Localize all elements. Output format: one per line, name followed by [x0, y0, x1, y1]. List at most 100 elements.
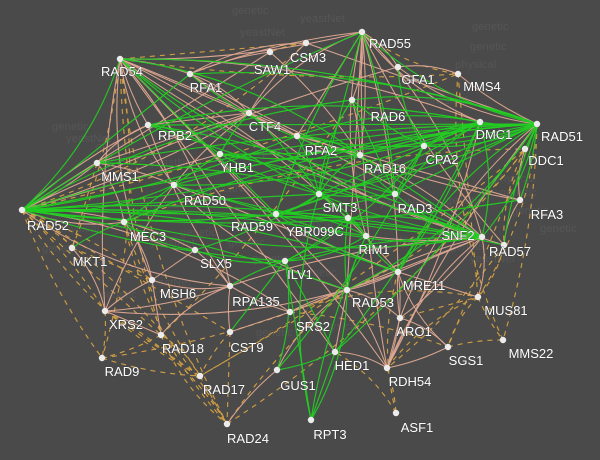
graph-node-aro1[interactable]	[396, 314, 404, 322]
edge-physical	[248, 42, 307, 114]
graph-node-yhb1[interactable]	[216, 150, 224, 158]
graph-node-rpa135[interactable]	[226, 282, 234, 290]
edge-yeastnet	[21, 209, 348, 291]
edge-genetic	[21, 209, 153, 281]
node-label-mre11: MRE11	[403, 278, 445, 293]
graph-node-rpt3[interactable]	[307, 416, 315, 424]
node-label-hed1: HED1	[335, 358, 370, 373]
edge-yeastnet	[394, 121, 481, 195]
graph-node-mec3[interactable]	[120, 218, 128, 226]
graph-node-rim1[interactable]	[362, 232, 370, 240]
edge-yeastnet	[219, 112, 250, 155]
graph-node-gfa1[interactable]	[394, 63, 402, 71]
graph-node-rfa2[interactable]	[293, 132, 301, 140]
edge-yeastnet	[147, 105, 481, 126]
graph-node-gus1[interactable]	[273, 366, 281, 374]
edge-genetic	[199, 148, 526, 377]
graph-node-rad50[interactable]	[170, 181, 178, 189]
graph-node-mms4[interactable]	[454, 70, 462, 78]
edge-physical	[351, 99, 361, 156]
watermark-text: genetic	[180, 227, 217, 239]
node-layer[interactable]	[18, 28, 541, 428]
graph-node-rad16[interactable]	[356, 151, 364, 159]
graph-node-csm3[interactable]	[302, 39, 310, 47]
edge-genetic	[119, 58, 459, 78]
graph-node-ilv1[interactable]	[281, 257, 289, 265]
graph-node-rad54[interactable]	[116, 55, 124, 63]
graph-node-mus81[interactable]	[474, 293, 482, 301]
node-label-xrs2: XRS2	[109, 317, 143, 332]
graph-node-mre11[interactable]	[394, 268, 402, 276]
edge-physical	[399, 123, 538, 319]
graph-node-rad51[interactable]	[533, 120, 541, 128]
graph-node-hed1[interactable]	[331, 348, 339, 356]
node-label-gfa1: GFA1	[401, 72, 434, 87]
graph-node-rad57[interactable]	[500, 241, 508, 249]
graph-node-rad17[interactable]	[196, 372, 204, 380]
graph-node-snf2[interactable]	[478, 233, 486, 241]
graph-node-srs2[interactable]	[286, 308, 294, 316]
graph-node-sgs1[interactable]	[444, 343, 452, 351]
graph-node-ybr099c[interactable]	[344, 214, 352, 222]
edge-genetic	[361, 31, 459, 75]
node-label-rad24: RAD24	[227, 431, 269, 446]
edge-yeastnet	[96, 162, 483, 238]
graph-node-rad6[interactable]	[348, 96, 356, 104]
edge-genetic	[21, 209, 103, 359]
graph-node-rfa1[interactable]	[186, 70, 194, 78]
edge-yeastnet	[229, 260, 286, 287]
graph-node-rad18[interactable]	[157, 331, 165, 339]
graph-node-rdh54[interactable]	[383, 364, 391, 372]
graph-node-rad9[interactable]	[98, 354, 106, 362]
edge-yeastnet	[318, 99, 353, 195]
edge-physical	[96, 112, 250, 164]
graph-node-dmc1[interactable]	[476, 118, 484, 126]
watermark-text: genetic	[470, 41, 507, 53]
graph-node-msh6[interactable]	[148, 276, 156, 284]
edge-yeastnet	[310, 351, 336, 421]
graph-node-rfa3[interactable]	[516, 196, 524, 204]
edge-yeastnet	[21, 154, 361, 211]
node-label-cpa2: CPA2	[426, 152, 459, 167]
graph-node-slx5[interactable]	[191, 246, 199, 254]
watermark-text: genetic	[540, 223, 577, 235]
edge-physical	[289, 236, 483, 313]
graph-node-mms22[interactable]	[499, 336, 507, 344]
graph-node-ctf4[interactable]	[245, 109, 253, 117]
node-label-rad18: RAD18	[162, 341, 204, 356]
node-label-rpt3: RPT3	[313, 427, 346, 442]
edge-physical	[104, 310, 162, 336]
graph-node-rad52[interactable]	[18, 206, 26, 214]
graph-node-rpb2[interactable]	[144, 121, 152, 129]
edge-genetic	[334, 351, 397, 414]
graph-node-rad55[interactable]	[358, 28, 366, 36]
node-label-aro1: ARO1	[396, 324, 431, 339]
edge-physical	[104, 279, 153, 312]
edge-genetic	[289, 290, 479, 313]
edge-genetic	[226, 331, 231, 425]
edge-yeastnet	[284, 235, 367, 262]
graph-node-ddc1[interactable]	[521, 145, 529, 153]
edge-yeastnet	[275, 213, 367, 237]
graph-node-asf1[interactable]	[392, 409, 400, 417]
edge-physical	[101, 58, 121, 312]
graph-node-xrs2[interactable]	[101, 307, 109, 315]
graph-node-mms1[interactable]	[93, 159, 101, 167]
graph-node-rad53[interactable]	[343, 286, 351, 294]
graph-node-cpa2[interactable]	[420, 142, 428, 150]
edge-physical	[289, 289, 348, 313]
graph-node-rad3[interactable]	[391, 190, 399, 198]
graph-node-cst9[interactable]	[226, 328, 234, 336]
edge-yeastnet	[351, 99, 396, 195]
graph-node-saw1[interactable]	[266, 48, 274, 56]
edge-physical	[397, 66, 538, 125]
edge-yeastnet	[219, 153, 320, 195]
graph-node-rad24[interactable]	[223, 420, 231, 428]
node-label-rad57: RAD57	[489, 244, 531, 259]
graph-node-rad59[interactable]	[272, 210, 280, 218]
graph-node-mkt1[interactable]	[68, 244, 76, 252]
graph-node-smt3[interactable]	[315, 190, 323, 198]
edge-yeastnet	[189, 73, 361, 156]
